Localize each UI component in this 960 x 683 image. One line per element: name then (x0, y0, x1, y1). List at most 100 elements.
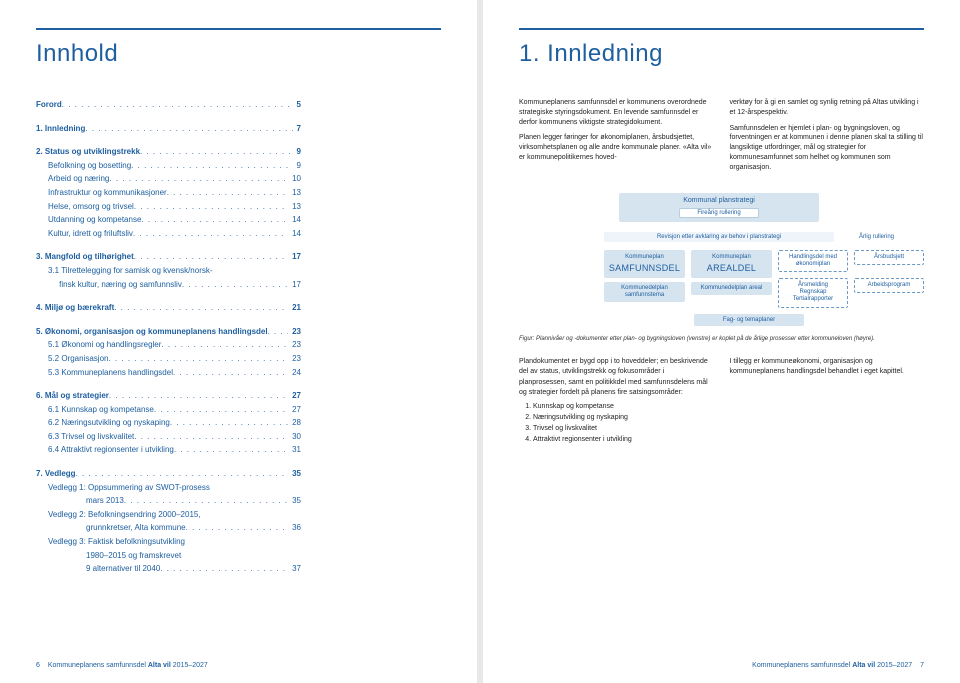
toc-row: Forord5 (36, 98, 301, 112)
toc-dots (268, 325, 289, 339)
toc-row: 6.2 Næringsutvikling og nyskaping28 (36, 416, 301, 430)
toc-page-number: 30 (288, 430, 301, 444)
toc-label: 5. Økonomi, organisasjon og kommuneplane… (36, 325, 268, 339)
toc-gap (36, 379, 301, 389)
toc-row: 9 alternativer til 204037 (36, 562, 301, 576)
toc-gap (36, 135, 301, 145)
diagram-block: Handlingsdel med økonomiplan (778, 250, 848, 272)
toc-label: finsk kultur, næring og samfunnsliv (48, 278, 182, 292)
toc-dots (62, 98, 293, 112)
toc-page-number: 23 (288, 352, 301, 366)
toc-label: 5.2 Organisasjon (48, 352, 108, 366)
left-header: Innhold (36, 28, 441, 68)
page-spread: Innhold Forord51. Innledning72. Status o… (0, 0, 960, 683)
intro-text: Kommuneplanens samfunnsdel er kommunens … (519, 98, 924, 179)
toc-label: grunnkretser, Alta kommune (86, 521, 186, 535)
lower-col-1: Plandokumentet er bygd opp i to hoveddel… (519, 357, 714, 446)
toc-dots (154, 403, 288, 417)
diagram-revision-bar: Revisjon etter avklaring av behov i plan… (604, 232, 834, 242)
toc-dots (109, 172, 288, 186)
toc-row: Arbeid og næring10 (36, 172, 301, 186)
toc-label: Befolkning og bosetting (48, 159, 131, 173)
right-footer-title: Kommuneplanens samfunnsdel (752, 662, 850, 669)
diagram-top-sub: Fireårig rullering (679, 208, 759, 218)
toc-row: finsk kultur, næring og samfunnsliv 17 (36, 278, 301, 292)
toc-label: 6. Mål og strategier (36, 389, 109, 403)
toc-dots (174, 443, 288, 457)
para-2a: verktøy for å gi en samlet og synlig ret… (730, 98, 925, 118)
left-footer-years: 2015–2027 (173, 662, 208, 669)
toc-row: 7. Vedlegg35 (36, 467, 301, 481)
toc-dots (140, 145, 293, 159)
toc-page-number: 5 (293, 98, 301, 112)
toc-page-number: 31 (288, 443, 301, 457)
toc-row: Vedlegg 1: Oppsummering av SWOT-prosess (36, 481, 301, 495)
diagram-block: Kommunedelplan areal (691, 282, 772, 295)
toc-dots (114, 301, 288, 315)
toc-row: mars 201335 (36, 494, 301, 508)
focus-list-item: Trivsel og livskvalitet (533, 424, 714, 434)
toc-dots (141, 213, 288, 227)
toc-label: 3. Mangfold og tilhørighet (36, 250, 134, 264)
toc-gap (36, 112, 301, 122)
left-page-number: 6 (36, 662, 40, 669)
left-heading: Innhold (36, 40, 441, 68)
toc-page-number: 17 (288, 278, 301, 292)
focus-list-item: Kunnskap og kompetanse (533, 402, 714, 412)
toc-label: 6.1 Kunnskap og kompetanse (48, 403, 154, 417)
toc-page-number: 24 (288, 366, 301, 380)
toc-dots (173, 366, 288, 380)
diagram-arlig-label: Årlig rullering (834, 232, 894, 240)
toc-page-number: 14 (288, 227, 301, 241)
diagram-block: Kommunedelplan samfunnstema (604, 282, 685, 302)
toc-gap (36, 315, 301, 325)
toc-label: Arbeid og næring (48, 172, 109, 186)
toc-dots (186, 521, 288, 535)
toc-label: 2. Status og utviklingstrekk (36, 145, 140, 159)
toc-label: 9 alternativer til 2040 (86, 562, 160, 576)
left-footer-sub: Alta vil (148, 662, 173, 669)
focus-area-list: Kunnskap og kompetanseNæringsutvikling o… (533, 402, 714, 446)
toc-row: Helse, omsorg og trivsel13 (36, 200, 301, 214)
right-footer: Kommuneplanens samfunnsdel Alta vil 2015… (752, 662, 924, 669)
lower-col-2: I tillegg er kommuneøkonomi, organisasjo… (730, 357, 925, 446)
diagram-block: Årsmelding Regnskap Tertialrapporter (778, 278, 848, 308)
toc-page-number: 13 (288, 200, 301, 214)
toc-page-number: 17 (288, 250, 301, 264)
toc-label: 4. Miljø og bærekraft (36, 301, 114, 315)
toc-dots (133, 227, 288, 241)
toc-page-number: 9 (293, 145, 301, 159)
toc-label: Infrastruktur og kommunikasjoner (48, 186, 167, 200)
right-header: 1. Innledning (519, 28, 924, 68)
toc-row: grunnkretser, Alta kommune 36 (36, 521, 301, 535)
para-2b: Samfunnsdelen er hjemlet i plan- og bygn… (730, 124, 925, 173)
lower-para-right: I tillegg er kommuneøkonomi, organisasjo… (730, 357, 925, 377)
table-of-contents: Forord5 1. Innledning7 2. Status og utvikl… (36, 98, 301, 576)
lower-text: Plandokumentet er bygd opp i to hoveddel… (519, 357, 924, 446)
diagram-block: Arbeidsprogram (854, 278, 924, 293)
toc-gap (36, 291, 301, 301)
toc-gap (36, 457, 301, 467)
toc-row: 6.3 Trivsel og livskvalitet30 (36, 430, 301, 444)
lower-para-left: Plandokumentet er bygd opp i to hoveddel… (519, 357, 714, 398)
diagram-right-col: Handlingsdel med økonomiplanÅrsbudsjett … (778, 250, 924, 308)
toc-label: 6.4 Attraktivt regionsenter i utvikling (48, 443, 174, 457)
toc-label: 1980–2015 og framskrevet (86, 549, 181, 563)
toc-row: Utdanning og kompetanse14 (36, 213, 301, 227)
focus-list-item: Næringsutvikling og nyskaping (533, 413, 714, 423)
toc-row: 1. Innledning7 (36, 122, 301, 136)
toc-row: 5.1 Økonomi og handlingsregler23 (36, 338, 301, 352)
diagram-right-top-row: Handlingsdel med økonomiplanÅrsbudsjett (778, 250, 924, 272)
toc-dots (134, 430, 288, 444)
toc-label: Kultur, idrett og friluftsliv (48, 227, 133, 241)
toc-page-number: 21 (288, 301, 301, 315)
toc-label: 7. Vedlegg (36, 467, 76, 481)
toc-page-number: 36 (288, 521, 301, 535)
toc-row: 6.1 Kunnskap og kompetanse27 (36, 403, 301, 417)
right-heading: 1. Innledning (519, 40, 924, 68)
diagram-fag-block: Fag- og temaplaner (694, 314, 804, 326)
toc-row: 5.3 Kommuneplanens handlingsdel24 (36, 366, 301, 380)
toc-row: Kultur, idrett og friluftsliv 14 (36, 227, 301, 241)
right-page-number: 7 (920, 662, 924, 669)
toc-label: mars 2013 (86, 494, 124, 508)
